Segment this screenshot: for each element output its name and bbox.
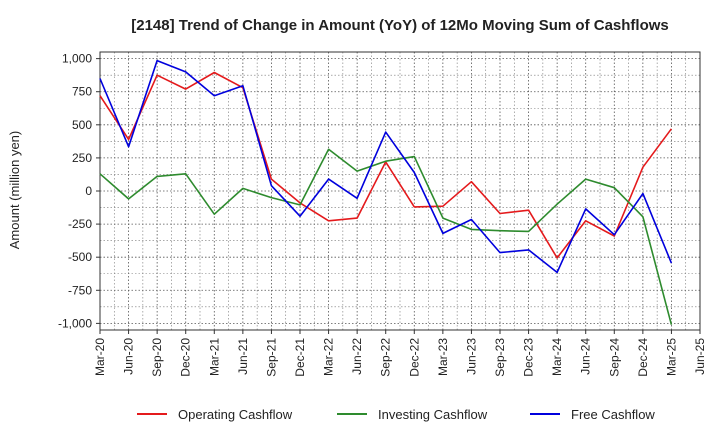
- y-tick-label: -1,000: [58, 316, 92, 330]
- x-tick-label: Jun-20: [122, 338, 136, 375]
- chart-title: [2148] Trend of Change in Amount (YoY) o…: [131, 17, 669, 34]
- y-tick-label: 750: [72, 85, 92, 99]
- series-line-free-cashflow: [99, 59, 673, 274]
- x-tick-label: Dec-22: [407, 338, 421, 377]
- x-tick-label: Dec-23: [522, 338, 536, 377]
- series-line-investing-cashflow: [99, 148, 673, 325]
- x-tick-label: Mar-20: [93, 338, 107, 376]
- x-tick-label: Jun-23: [464, 338, 478, 375]
- legend-label: Investing Cashflow: [378, 407, 488, 422]
- x-tick-label: Jun-24: [579, 338, 593, 375]
- x-tick-label: Mar-21: [207, 338, 221, 376]
- y-tick-label: -750: [68, 283, 92, 297]
- x-tick-label: Sep-23: [493, 338, 507, 377]
- x-tick-label: Sep-24: [607, 338, 621, 377]
- legend: Operating Cashflow Investing Cashflow Free…: [137, 407, 655, 422]
- x-tick-label: Mar-25: [664, 338, 678, 376]
- legend-label: Operating Cashflow: [178, 407, 293, 422]
- x-tick-label: Mar-24: [550, 338, 564, 376]
- x-tick-label: Dec-21: [293, 338, 307, 377]
- x-tick-label: Dec-20: [179, 338, 193, 377]
- x-tick-label: Dec-24: [636, 338, 650, 377]
- x-tick-label: Jun-22: [350, 338, 364, 375]
- x-tick-label: Mar-22: [322, 338, 336, 376]
- legend-label: Free Cashflow: [571, 407, 655, 422]
- x-tick-label: Jun-25: [693, 338, 707, 375]
- x-tick-label: Sep-21: [264, 338, 278, 377]
- plot-frame: [99, 51, 701, 331]
- y-tick-label: -500: [68, 250, 92, 264]
- x-tick-label: Mar-23: [436, 338, 450, 376]
- x-tick-label: Sep-20: [150, 338, 164, 377]
- series-layer: [99, 59, 673, 325]
- y-tick-label: 1,000: [62, 52, 92, 66]
- y-tick-label: 500: [72, 118, 92, 132]
- x-tick-label: Sep-22: [379, 338, 393, 377]
- x-tick-label: Jun-21: [236, 338, 250, 375]
- y-tick-label: -250: [68, 217, 92, 231]
- y-tick-label: 0: [85, 184, 92, 198]
- y-tick-label: 250: [72, 151, 92, 165]
- grid-layer: [99, 52, 701, 330]
- y-axis-label: Amount (million yen): [7, 131, 22, 250]
